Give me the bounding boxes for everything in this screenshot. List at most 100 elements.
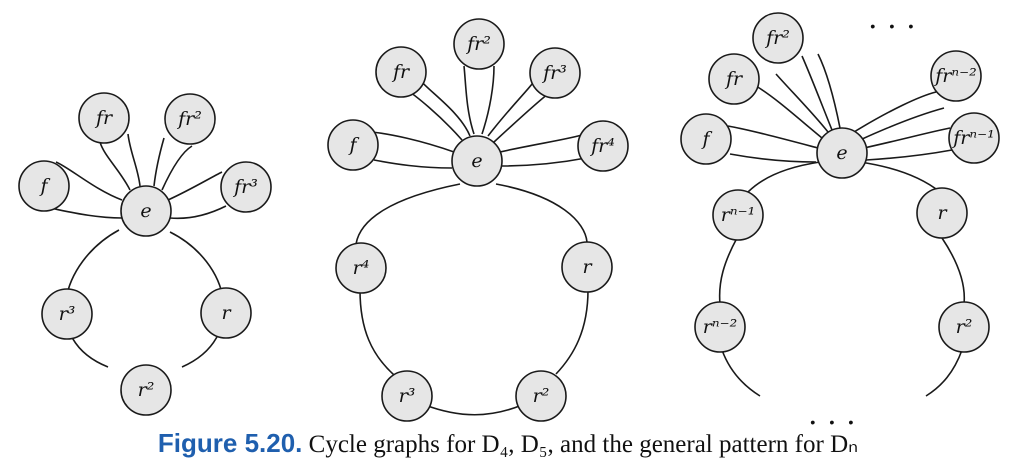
node-label: fr [94,107,114,129]
node-r: r [916,187,968,239]
petal-edge [371,131,455,153]
node-label: frⁿ⁻¹ [951,127,994,149]
cycle-edge [718,237,738,305]
node-label: fr [391,61,411,83]
node-label: fr⁴ [589,135,615,157]
node-r: r [200,287,252,339]
node-r2: r² [120,364,172,416]
petal-edge [499,157,587,167]
node-fr4: fr⁴ [577,120,629,172]
node-fr2: fr² [453,18,505,70]
node-label: f [38,175,50,197]
node-label: r³ [399,385,416,407]
node-label: e [471,150,482,172]
petal-edge [775,73,829,133]
node-label: r³ [59,303,76,325]
node-r4: r⁴ [335,242,387,294]
cycle-edge [941,237,966,305]
petal-edge [481,65,495,135]
node-label: f [347,134,359,156]
petal-edge [487,83,533,137]
petal-edge [463,65,475,135]
cycle-graph-dn: e f fr fr² frⁿ⁻² frⁿ⁻¹ r r² [680,1,1000,426]
node-label: fr³ [232,176,258,198]
node-e: e [120,185,172,237]
petal-edge [865,149,953,161]
petal-edge [817,53,841,129]
node-label: fr³ [541,62,567,84]
petal-edge [859,107,945,141]
node-e: e [816,127,868,179]
petal-edge [403,87,463,141]
figure-caption-text: Cycle graphs for D₄, D₅, and the general… [308,431,859,458]
cycle-edge [424,404,523,416]
cycle-edge [721,349,761,397]
cycle-edge [495,183,588,243]
node-label: fr [724,68,744,90]
petal-edge [49,207,123,219]
node-fr-n-1: frⁿ⁻¹ [948,112,1000,164]
node-f: f [18,160,70,212]
cycle-edge [555,289,589,375]
cycle-edge [355,183,461,245]
petal-edge [729,153,817,163]
petal-edge [863,127,951,149]
petal-edge [727,125,819,149]
node-f: f [327,119,379,171]
cycle-edge [925,349,963,397]
node-f: f [680,113,732,165]
node-r3: r³ [381,370,433,422]
node-label: r [221,302,232,324]
ellipsis-top: . . . [868,1,916,36]
node-fr: fr [708,53,760,105]
figure-caption: Figure 5.20. Cycle graphs for D₄, D₅, an… [0,426,1016,462]
node-fr3: fr³ [220,161,272,213]
cycle-edge [859,161,941,193]
node-label: r² [138,379,155,401]
node-r2: r² [515,370,567,422]
cycle-edge [747,161,821,193]
cycle-graph-d5: e f fr fr² fr³ fr⁴ r r² [327,18,629,422]
node-label: rⁿ⁻¹ [721,204,755,226]
node-fr2: fr² [164,93,216,145]
node-r: r [561,241,613,293]
node-fr: fr [78,92,130,144]
node-fr2: fr² [752,12,804,64]
node-r2: r² [938,301,990,353]
petal-edge [127,133,141,187]
petal-edge [499,133,587,153]
petal-edge [373,159,453,169]
node-label: fr² [176,108,202,130]
node-label: frⁿ⁻² [933,65,976,87]
node-fr-n-2: frⁿ⁻² [930,50,982,102]
cycle-edge [359,289,395,376]
ellipsis-bottom: . . . [808,397,856,426]
node-label: f [700,128,712,150]
node-r-n-1: rⁿ⁻¹ [712,189,764,241]
node-label: e [140,200,151,222]
node-fr3: fr³ [529,47,581,99]
petal-edge [167,171,223,201]
petal-edge [853,91,937,133]
node-label: r² [533,385,550,407]
cycle-graphs-figure: e f fr fr² fr³ r r² r³ [18,1,1000,426]
petal-edge [99,141,131,191]
node-label: fr² [764,27,790,49]
node-e: e [451,135,503,187]
node-label: fr² [465,33,491,55]
petal-edge [153,137,165,187]
petal-edge [55,161,123,201]
petal-edge [161,145,193,191]
petal-edge [755,85,823,139]
node-label: r [937,202,948,224]
petal-edge [169,205,227,220]
node-r3: r³ [41,288,93,340]
cycle-graph-d4: e f fr fr² fr³ r r² r³ [18,92,272,416]
node-fr: fr [375,46,427,98]
node-label: r⁴ [353,257,370,279]
node-label: e [836,142,847,164]
node-label: r² [956,316,973,338]
node-r-n-2: rⁿ⁻² [694,301,746,353]
figure-number: Figure 5.20. [157,428,303,458]
node-label: rⁿ⁻² [703,316,737,338]
